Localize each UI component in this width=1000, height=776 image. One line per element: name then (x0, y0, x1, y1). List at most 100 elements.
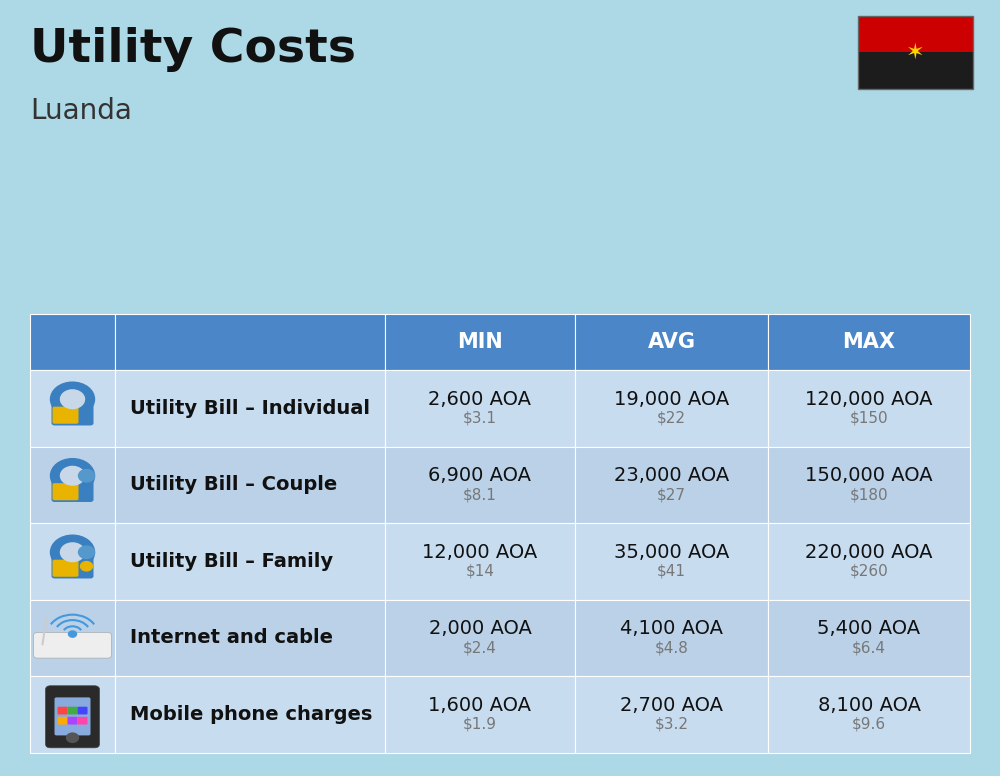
FancyBboxPatch shape (385, 600, 575, 676)
FancyBboxPatch shape (78, 707, 88, 715)
FancyBboxPatch shape (52, 480, 94, 502)
Circle shape (81, 562, 93, 571)
Circle shape (51, 535, 95, 570)
Text: ✶: ✶ (906, 43, 925, 62)
Text: $6.4: $6.4 (852, 640, 886, 656)
Text: 120,000 AOA: 120,000 AOA (805, 390, 933, 409)
FancyBboxPatch shape (46, 686, 100, 748)
FancyBboxPatch shape (575, 523, 768, 600)
Text: MAX: MAX (842, 332, 896, 352)
Text: 8,100 AOA: 8,100 AOA (818, 696, 920, 715)
FancyBboxPatch shape (68, 717, 78, 725)
Text: 1,600 AOA: 1,600 AOA (428, 696, 532, 715)
FancyBboxPatch shape (385, 676, 575, 753)
Text: $180: $180 (850, 487, 888, 502)
Text: $2.4: $2.4 (463, 640, 497, 656)
FancyBboxPatch shape (575, 676, 768, 753)
Text: $150: $150 (850, 411, 888, 426)
Text: 2,000 AOA: 2,000 AOA (429, 619, 531, 639)
FancyBboxPatch shape (768, 314, 970, 370)
FancyBboxPatch shape (768, 447, 970, 523)
FancyBboxPatch shape (30, 314, 115, 370)
Text: MIN: MIN (457, 332, 503, 352)
FancyBboxPatch shape (575, 600, 768, 676)
FancyBboxPatch shape (768, 523, 970, 600)
FancyBboxPatch shape (58, 707, 68, 715)
Text: 6,900 AOA: 6,900 AOA (428, 466, 532, 485)
Circle shape (51, 382, 95, 416)
Text: Luanda: Luanda (30, 97, 132, 125)
Text: 2,600 AOA: 2,600 AOA (428, 390, 532, 409)
FancyBboxPatch shape (115, 600, 385, 676)
Text: 150,000 AOA: 150,000 AOA (805, 466, 933, 485)
FancyBboxPatch shape (858, 16, 973, 53)
FancyBboxPatch shape (115, 447, 385, 523)
Text: 220,000 AOA: 220,000 AOA (805, 542, 933, 562)
Text: $4.8: $4.8 (655, 640, 688, 656)
FancyBboxPatch shape (30, 676, 115, 753)
Text: 4,100 AOA: 4,100 AOA (620, 619, 723, 639)
FancyBboxPatch shape (115, 314, 385, 370)
Text: $27: $27 (657, 487, 686, 502)
FancyBboxPatch shape (385, 370, 575, 447)
FancyBboxPatch shape (575, 447, 768, 523)
Circle shape (61, 543, 85, 562)
FancyBboxPatch shape (30, 447, 115, 523)
Text: 23,000 AOA: 23,000 AOA (614, 466, 729, 485)
Text: Utility Bill – Family: Utility Bill – Family (130, 552, 333, 571)
Text: $22: $22 (657, 411, 686, 426)
Text: $8.1: $8.1 (463, 487, 497, 502)
FancyBboxPatch shape (768, 370, 970, 447)
Circle shape (68, 631, 77, 637)
FancyBboxPatch shape (385, 314, 575, 370)
Text: Internet and cable: Internet and cable (130, 629, 333, 647)
Text: $3.2: $3.2 (654, 717, 688, 732)
FancyBboxPatch shape (52, 404, 94, 425)
FancyBboxPatch shape (34, 632, 112, 658)
Circle shape (79, 546, 95, 559)
Text: Utility Bill – Couple: Utility Bill – Couple (130, 476, 337, 494)
Text: 5,400 AOA: 5,400 AOA (817, 619, 921, 639)
FancyBboxPatch shape (30, 600, 115, 676)
FancyBboxPatch shape (385, 523, 575, 600)
FancyBboxPatch shape (575, 314, 768, 370)
Circle shape (61, 390, 85, 408)
Text: 12,000 AOA: 12,000 AOA (422, 542, 538, 562)
FancyBboxPatch shape (52, 556, 94, 578)
Text: $14: $14 (466, 564, 494, 579)
Text: Utility Costs: Utility Costs (30, 27, 356, 72)
Text: 2,700 AOA: 2,700 AOA (620, 696, 723, 715)
FancyBboxPatch shape (68, 707, 78, 715)
FancyBboxPatch shape (55, 698, 91, 736)
FancyBboxPatch shape (58, 717, 68, 725)
Text: Utility Bill – Individual: Utility Bill – Individual (130, 399, 370, 418)
FancyBboxPatch shape (115, 370, 385, 447)
FancyBboxPatch shape (78, 717, 88, 725)
FancyBboxPatch shape (575, 370, 768, 447)
Circle shape (61, 466, 85, 485)
FancyBboxPatch shape (115, 523, 385, 600)
FancyBboxPatch shape (53, 407, 78, 424)
Circle shape (62, 468, 84, 485)
Circle shape (62, 391, 84, 408)
FancyBboxPatch shape (768, 676, 970, 753)
FancyBboxPatch shape (53, 559, 78, 577)
Text: $260: $260 (850, 564, 888, 579)
Text: AVG: AVG (648, 332, 696, 352)
Text: $41: $41 (657, 564, 686, 579)
Text: $3.1: $3.1 (463, 411, 497, 426)
FancyBboxPatch shape (768, 600, 970, 676)
FancyBboxPatch shape (30, 523, 115, 600)
FancyBboxPatch shape (858, 53, 973, 89)
Text: $9.6: $9.6 (852, 717, 886, 732)
Text: 35,000 AOA: 35,000 AOA (614, 542, 729, 562)
FancyBboxPatch shape (115, 676, 385, 753)
Circle shape (79, 469, 95, 482)
FancyBboxPatch shape (385, 447, 575, 523)
FancyBboxPatch shape (53, 483, 78, 501)
Text: 19,000 AOA: 19,000 AOA (614, 390, 729, 409)
Circle shape (51, 459, 95, 493)
Circle shape (67, 733, 79, 743)
Text: $1.9: $1.9 (463, 717, 497, 732)
FancyBboxPatch shape (30, 370, 115, 447)
